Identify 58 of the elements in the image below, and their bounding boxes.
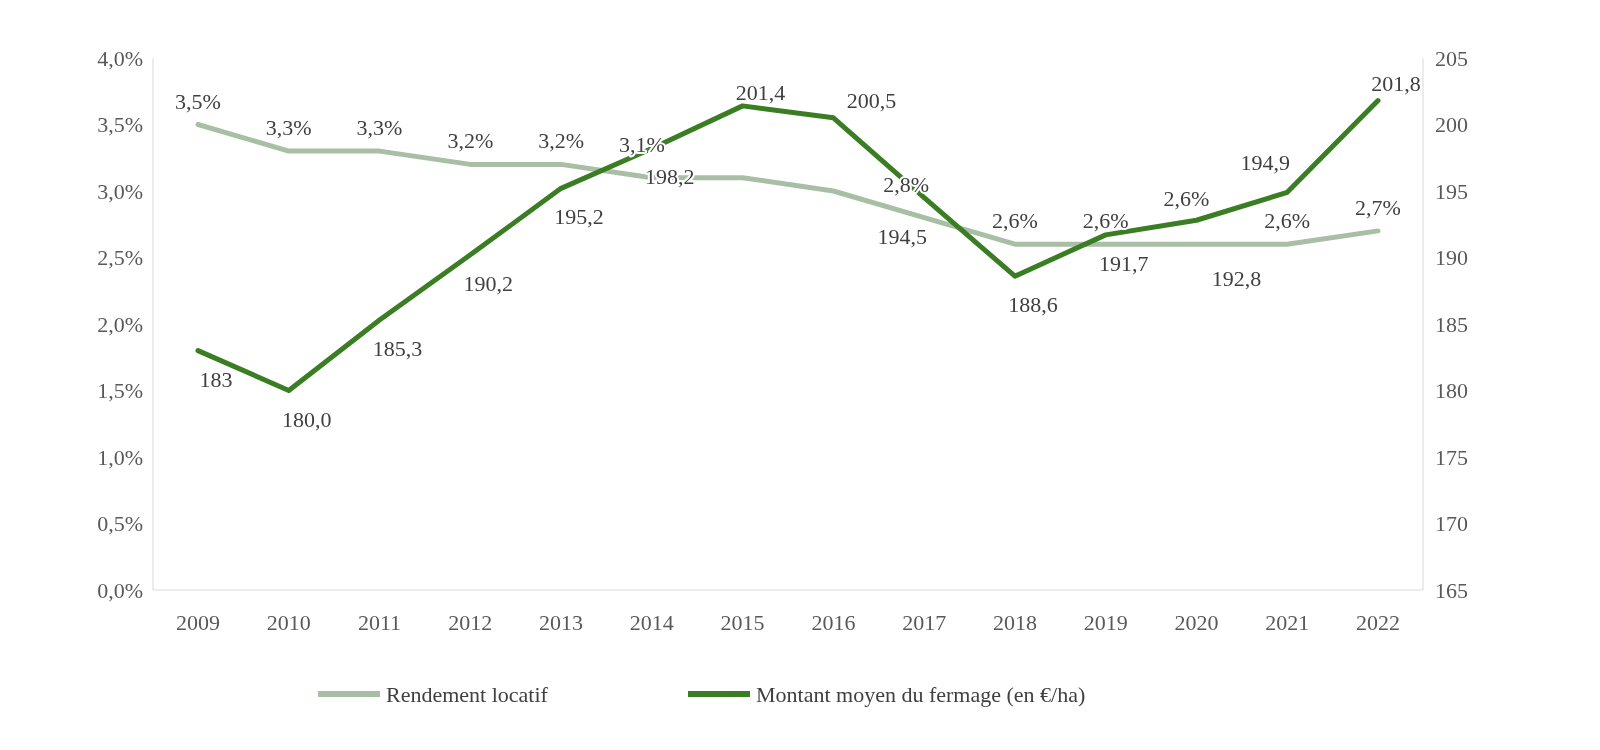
y2-tick-label: 170: [1435, 511, 1468, 537]
data-label: 3,3%: [356, 115, 403, 141]
data-label: 201,8: [1371, 70, 1421, 96]
data-label: 190,2: [463, 270, 514, 296]
x-tick-label: 2016: [811, 610, 856, 635]
data-label: 195,2: [554, 204, 604, 230]
x-tick-label: 2009: [176, 610, 220, 635]
data-label: 2,6%: [1082, 208, 1129, 234]
data-label: 200,5: [846, 87, 897, 113]
data-label: 3,2%: [447, 128, 494, 154]
x-tick-label: 2010: [266, 610, 311, 635]
data-label: 188,6: [1008, 292, 1058, 318]
data-label: 191,7: [1098, 250, 1149, 276]
x-tick-label: 2015: [720, 610, 765, 635]
data-label: 2,6%: [1163, 186, 1210, 212]
data-label: 194,5: [877, 223, 927, 249]
data-label: 3,5%: [175, 88, 221, 114]
y-tick-label: 0,0%: [97, 577, 143, 603]
y-tick-label: 3,5%: [97, 112, 143, 138]
data-label: 198,2: [645, 164, 695, 190]
data-label: 201,4: [735, 79, 786, 105]
y2-tick-label: 195: [1435, 178, 1468, 204]
y-tick-label: 2,0%: [97, 311, 143, 337]
x-tick-label: 2017: [902, 610, 947, 635]
y2-tick-label: 205: [1435, 45, 1468, 71]
x-tick-label: 2019: [1083, 610, 1128, 635]
data-label: 185,3: [372, 336, 423, 362]
x-tick-label: 2011: [357, 610, 402, 635]
data-label: 2,7%: [1355, 194, 1401, 220]
x-tick-label: 2020: [1174, 610, 1219, 635]
y-tick-label: 0,5%: [97, 511, 143, 537]
y2-tick-label: 165: [1435, 577, 1468, 603]
x-tick-label: 2014: [629, 610, 674, 635]
data-label: 194,9: [1240, 150, 1290, 176]
y2-tick-label: 185: [1435, 311, 1468, 337]
x-tick-label: 2013: [539, 610, 584, 635]
x-tick-label: 2021: [1265, 610, 1310, 635]
data-label: 2,6%: [992, 208, 1038, 234]
data-label: 2,6%: [1264, 208, 1311, 234]
x-tick-label: 2022: [1356, 610, 1400, 635]
data-label: 180,0: [282, 406, 332, 432]
data-label: 192,8: [1211, 266, 1262, 292]
x-tick-label: 2018: [992, 610, 1037, 635]
y2-tick-label: 180: [1435, 378, 1468, 404]
x-tick-label: 2012: [448, 610, 493, 635]
y2-tick-label: 175: [1435, 444, 1468, 470]
y-tick-label: 2,5%: [97, 245, 143, 271]
y2-tick-label: 190: [1435, 245, 1468, 271]
legend-label: Rendement locatif: [386, 681, 549, 707]
y-tick-label: 1,0%: [97, 444, 143, 470]
y-tick-label: 4,0%: [97, 45, 143, 71]
data-label: 183: [199, 366, 233, 392]
y2-tick-label: 200: [1435, 112, 1468, 138]
legend-label: Montant moyen du fermage (en €/ha): [756, 681, 1086, 707]
y-tick-label: 1,5%: [97, 378, 143, 404]
y-tick-label: 3,0%: [97, 178, 143, 204]
data-label: 3,2%: [538, 128, 584, 154]
data-label: 3,3%: [265, 115, 312, 141]
